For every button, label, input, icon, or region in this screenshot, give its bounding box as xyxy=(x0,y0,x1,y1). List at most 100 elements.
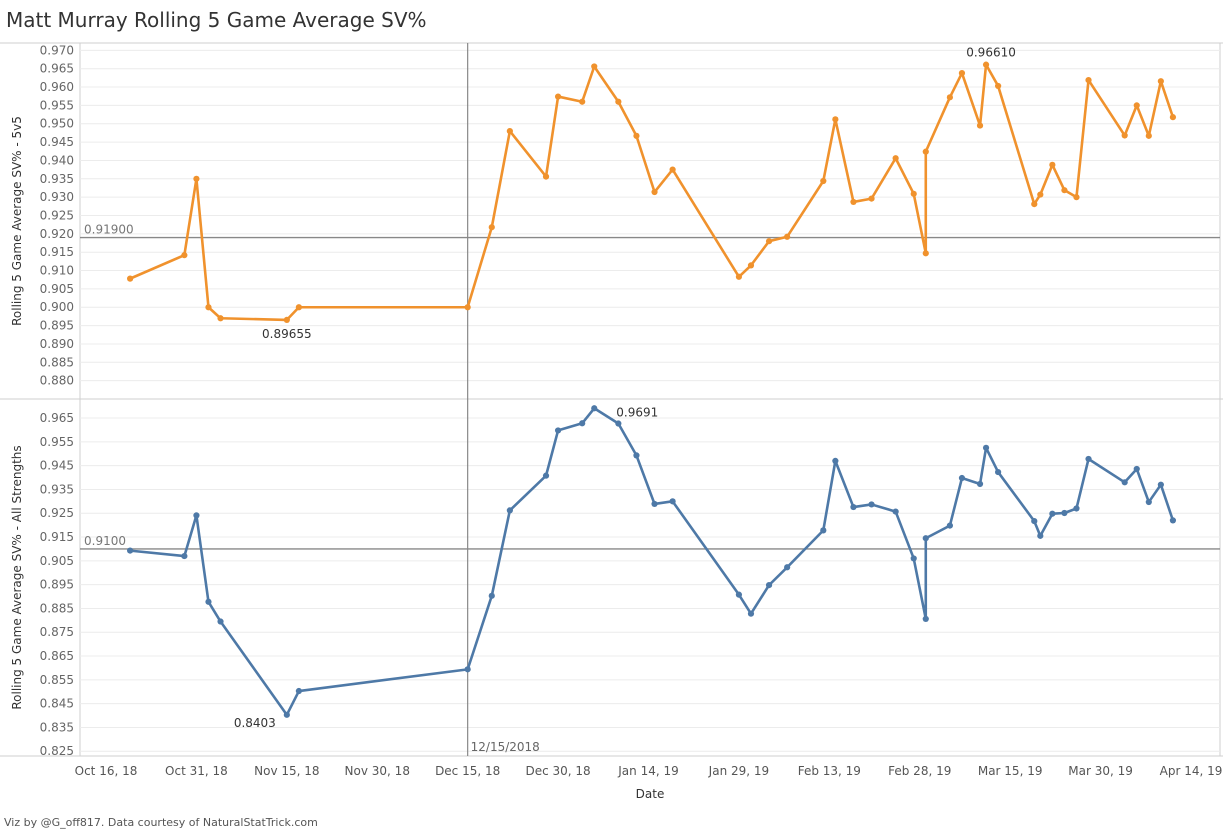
data-point[interactable] xyxy=(193,512,200,519)
data-point[interactable] xyxy=(181,252,188,259)
data-point[interactable] xyxy=(765,238,773,245)
data-point[interactable] xyxy=(217,315,224,322)
data-point[interactable] xyxy=(784,233,791,240)
data-point[interactable] xyxy=(958,69,966,77)
data-point[interactable] xyxy=(488,224,495,231)
data-point[interactable] xyxy=(542,472,550,479)
y-tick-label: 0.875 xyxy=(40,625,74,639)
data-point[interactable] xyxy=(976,122,984,129)
x-tick-label: Jan 14, 19 xyxy=(617,764,678,778)
data-point[interactable] xyxy=(1061,509,1068,517)
data-point[interactable] xyxy=(1145,132,1152,139)
data-point[interactable] xyxy=(1169,114,1177,121)
data-point[interactable] xyxy=(976,480,984,488)
data-point[interactable] xyxy=(1049,510,1056,517)
data-point[interactable] xyxy=(820,527,827,534)
data-point[interactable] xyxy=(1073,505,1080,512)
data-point[interactable] xyxy=(922,148,929,155)
data-point[interactable] xyxy=(735,591,743,598)
data-point[interactable] xyxy=(205,304,212,311)
data-point[interactable] xyxy=(1157,481,1164,488)
data-point[interactable] xyxy=(181,552,188,560)
data-point[interactable] xyxy=(464,304,471,311)
y-tick-label: 0.930 xyxy=(40,190,74,204)
data-point[interactable] xyxy=(747,262,755,269)
data-point[interactable] xyxy=(910,190,917,197)
data-point[interactable] xyxy=(464,666,471,673)
data-point[interactable] xyxy=(850,198,857,206)
data-point[interactable] xyxy=(1145,498,1152,506)
data-point[interactable] xyxy=(554,427,562,434)
data-point[interactable] xyxy=(868,501,875,508)
data-point[interactable] xyxy=(1085,455,1092,463)
data-point[interactable] xyxy=(579,98,586,105)
data-point[interactable] xyxy=(747,610,755,617)
data-point[interactable] xyxy=(506,507,513,514)
data-point[interactable] xyxy=(1157,78,1164,85)
data-point[interactable] xyxy=(127,547,134,554)
data-point[interactable] xyxy=(850,503,857,511)
data-point[interactable] xyxy=(1121,479,1128,486)
data-point[interactable] xyxy=(633,452,640,459)
data-point[interactable] xyxy=(820,177,827,185)
data-point[interactable] xyxy=(633,132,640,139)
data-point[interactable] xyxy=(735,273,743,280)
data-point[interactable] xyxy=(910,555,917,562)
data-point[interactable] xyxy=(193,175,200,182)
x-axis-title: Date xyxy=(636,787,665,801)
y-tick-label: 0.855 xyxy=(40,673,74,687)
data-point[interactable] xyxy=(615,98,622,105)
data-point[interactable] xyxy=(542,173,550,180)
data-point[interactable] xyxy=(506,127,513,135)
data-point[interactable] xyxy=(784,564,791,571)
data-point[interactable] xyxy=(958,474,966,482)
data-point[interactable] xyxy=(591,405,598,412)
data-point[interactable] xyxy=(832,116,839,123)
data-point[interactable] xyxy=(832,457,839,464)
data-point[interactable] xyxy=(1073,194,1080,201)
data-point[interactable] xyxy=(554,93,562,100)
data-point[interactable] xyxy=(651,188,658,196)
data-point[interactable] xyxy=(488,592,495,599)
data-point[interactable] xyxy=(1037,191,1044,198)
data-point[interactable] xyxy=(205,598,212,605)
data-point[interactable] xyxy=(295,687,302,695)
data-point[interactable] xyxy=(892,155,899,162)
data-point[interactable] xyxy=(922,535,929,542)
data-point[interactable] xyxy=(1049,161,1056,168)
data-point[interactable] xyxy=(217,618,224,625)
data-point[interactable] xyxy=(1133,465,1140,473)
y-tick-label: 0.885 xyxy=(40,601,74,615)
data-point[interactable] xyxy=(946,94,953,101)
data-point[interactable] xyxy=(615,420,622,427)
data-point[interactable] xyxy=(1121,132,1128,139)
data-point[interactable] xyxy=(1085,76,1092,84)
data-point[interactable] xyxy=(1061,187,1068,194)
data-point[interactable] xyxy=(127,275,134,282)
data-point[interactable] xyxy=(1133,102,1140,109)
data-point[interactable] xyxy=(669,166,676,173)
data-point[interactable] xyxy=(922,615,929,623)
y-tick-label: 0.905 xyxy=(40,282,74,296)
data-point[interactable] xyxy=(295,304,302,311)
data-point[interactable] xyxy=(1031,517,1038,525)
data-point[interactable] xyxy=(1169,517,1177,524)
data-point[interactable] xyxy=(669,498,676,505)
data-point[interactable] xyxy=(283,711,290,718)
data-point[interactable] xyxy=(922,250,929,257)
data-point[interactable] xyxy=(1031,201,1038,208)
data-point[interactable] xyxy=(995,82,1002,90)
data-point[interactable] xyxy=(579,420,586,427)
data-point[interactable] xyxy=(765,582,773,589)
data-point[interactable] xyxy=(982,444,990,451)
data-point[interactable] xyxy=(283,316,290,324)
data-point[interactable] xyxy=(995,468,1002,476)
data-point[interactable] xyxy=(946,522,953,529)
data-point[interactable] xyxy=(1037,532,1044,539)
data-point[interactable] xyxy=(982,61,990,68)
data-point[interactable] xyxy=(651,500,658,508)
series-line xyxy=(129,406,1175,717)
data-point[interactable] xyxy=(591,63,598,70)
data-point[interactable] xyxy=(892,508,899,515)
data-point[interactable] xyxy=(868,195,875,202)
